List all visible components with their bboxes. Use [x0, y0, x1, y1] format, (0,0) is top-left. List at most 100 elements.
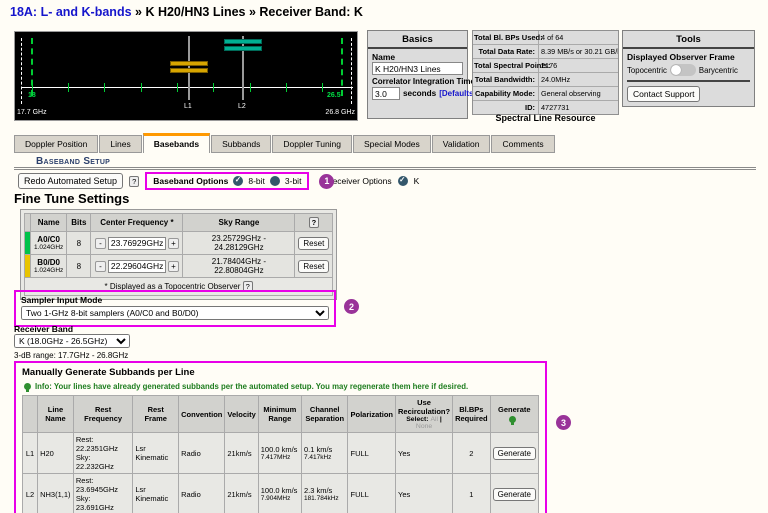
- frequency-decrement-button[interactable]: -: [94, 260, 106, 272]
- baseband-options-label: Baseband Options: [153, 176, 229, 186]
- rest-frequency: Rest: 22.2351GHz: [75, 435, 118, 453]
- axis-tick: [322, 83, 323, 92]
- velocity: 21km/s: [224, 473, 259, 513]
- summary-value: 2176: [541, 61, 558, 70]
- generate-button[interactable]: Generate: [492, 487, 536, 501]
- generate-button[interactable]: Generate: [492, 446, 536, 460]
- blbps-required-header: Bl.BPs Required: [452, 395, 491, 433]
- line-id: L1: [21, 432, 39, 474]
- baseband-frequency-plot: 18 26.5 L1 L2 17.7 GHz 26.8 GHz: [14, 31, 358, 121]
- channel-separation: 0.1 km/s: [303, 445, 333, 454]
- tab-basebands[interactable]: Basebands: [142, 133, 211, 153]
- receiver-band-select[interactable]: K (18.0GHz - 26.5GHz): [14, 334, 130, 348]
- blbps-required: 1: [452, 473, 491, 513]
- sky-frequency: Sky: 22.232GHz: [75, 453, 114, 471]
- radio-3bit-icon[interactable]: [269, 176, 280, 186]
- sky-range-value: 21.78404GHz - 22.80804GHz: [182, 254, 296, 278]
- plot-right-edge-line: [351, 38, 352, 104]
- defaults-link[interactable]: [Defaults]: [439, 89, 477, 98]
- baseband-controls-row: Redo Automated Setup ? Baseband Options …: [18, 172, 419, 190]
- radio-receiver-k-icon[interactable]: [397, 175, 408, 186]
- axis-tick: [68, 83, 69, 92]
- l2-label: L2: [238, 103, 246, 110]
- summary-row: Total Data Rate: 8.39 MB/s or 30.21 GB/h: [473, 45, 618, 59]
- axis-tick: [177, 83, 178, 92]
- center-frequency-field[interactable]: [107, 259, 166, 273]
- polarization: FULL: [347, 432, 396, 474]
- help-icon[interactable]: ?: [129, 175, 140, 187]
- subbands-info-message: Info: Your lines have already generated …: [24, 382, 539, 392]
- axis-tick: [250, 83, 251, 92]
- tab-doppler-position[interactable]: Doppler Position: [14, 135, 99, 153]
- axis-tick: [213, 83, 214, 92]
- recirc-separator: |: [439, 416, 442, 423]
- center-frequency-field[interactable]: [107, 236, 166, 250]
- subbands-header-row: Line Name Rest Frequency Rest Frame Conv…: [21, 395, 540, 433]
- rest-frequency: Rest: 23.6945GHz: [75, 476, 118, 494]
- band-edge-high-label: 26.5: [327, 92, 341, 99]
- contact-support-button[interactable]: Contact Support: [627, 86, 701, 102]
- summary-label: ID:: [473, 101, 539, 114]
- recirc-select-label: Select:: [406, 416, 429, 423]
- tab-subbands[interactable]: Subbands: [211, 135, 272, 153]
- name-field[interactable]: [372, 62, 463, 75]
- redo-automated-setup-button[interactable]: Redo Automated Setup: [18, 173, 124, 189]
- baseband-bar-a0c0-upper: [224, 39, 262, 44]
- receiver-k-label[interactable]: K: [413, 176, 420, 186]
- baseband-name: B0/D0: [37, 258, 60, 267]
- recirc-all-link[interactable]: All: [430, 416, 439, 423]
- recirculation-header: Use Recirculation? Select: All | None: [394, 395, 454, 433]
- frequency-decrement-button[interactable]: -: [94, 237, 106, 249]
- radio-8bit-icon[interactable]: [233, 175, 244, 186]
- frequency-increment-button[interactable]: +: [167, 260, 179, 272]
- bits-header: Bits: [66, 213, 92, 232]
- integration-time-field[interactable]: [372, 87, 400, 100]
- name-label: Name: [372, 52, 396, 62]
- reset-button[interactable]: Reset: [298, 236, 330, 250]
- convention: Radio: [178, 432, 226, 474]
- reset-button[interactable]: Reset: [298, 259, 330, 273]
- help-icon[interactable]: ?: [308, 217, 320, 228]
- tools-divider: [627, 80, 750, 82]
- sampler-input-mode-select[interactable]: Two 1-GHz 8-bit samplers (A0/C0 and B0/D…: [21, 306, 329, 320]
- band-edge-low-label: 18: [28, 92, 36, 99]
- receiver-band-range-note: 3-dB range: 17.7GHz - 26.8GHz: [14, 351, 129, 360]
- line-name-header: Line Name: [37, 395, 74, 433]
- tab-comments[interactable]: Comments: [491, 135, 555, 153]
- subbands-info-text: Info: Your lines have already generated …: [35, 382, 469, 391]
- summary-label: Total Data Rate:: [473, 45, 539, 58]
- baseband-bandwidth: 1.024GHz: [34, 267, 64, 274]
- rest-frame: Lsr Kinematic: [132, 432, 180, 474]
- observer-frame-toggle[interactable]: [669, 64, 696, 76]
- breadcrumb: 18A: L- and K-bands » K H20/HN3 Lines » …: [10, 5, 363, 19]
- minimum-range-hz: 7.417MHz: [260, 454, 291, 461]
- channel-separation-hz: 181.784kHz: [303, 495, 339, 502]
- frequency-increment-button[interactable]: +: [167, 237, 179, 249]
- tab-doppler-tuning[interactable]: Doppler Tuning: [272, 135, 353, 153]
- name-header: Name: [29, 213, 68, 232]
- center-frequency-header: Center Frequency *: [90, 213, 184, 232]
- minimum-range-hz: 7.904MHz: [260, 495, 291, 502]
- summary-value: General observing: [541, 89, 601, 98]
- receiver-options-label: Receiver Options: [326, 176, 392, 186]
- breadcrumb-project-link[interactable]: 18A: L- and K-bands: [10, 5, 132, 19]
- topocentric-footnote: * Displayed as a Topocentric Observer: [104, 282, 241, 291]
- callout-badge-3: 3: [556, 415, 571, 430]
- baseband-bits: 8: [66, 254, 92, 278]
- tools-title: Tools: [623, 31, 754, 49]
- option-8bit-label[interactable]: 8-bit: [248, 176, 265, 186]
- channel-separation-hz: 7.417kHz: [303, 454, 332, 461]
- seconds-label: seconds: [403, 89, 437, 98]
- baseband-options-highlight: Baseband Options 8-bit 3-bit: [145, 172, 310, 190]
- recirc-none-link[interactable]: None: [415, 423, 433, 430]
- summary-row: Total Bl. BPs Used: 4 of 64: [473, 31, 618, 45]
- manual-subbands-highlight: Manually Generate Subbands per Line Info…: [14, 361, 547, 513]
- option-3bit-label[interactable]: 3-bit: [284, 176, 302, 186]
- tab-special-modes[interactable]: Special Modes: [353, 135, 431, 153]
- minimum-range-header: Minimum Range: [257, 395, 302, 433]
- row-id-header: [21, 395, 39, 433]
- tab-bar: Doppler Position Lines Basebands Subband…: [14, 133, 556, 153]
- tab-validation[interactable]: Validation: [431, 135, 491, 153]
- tab-lines[interactable]: Lines: [99, 135, 142, 153]
- axis-tick: [286, 83, 287, 92]
